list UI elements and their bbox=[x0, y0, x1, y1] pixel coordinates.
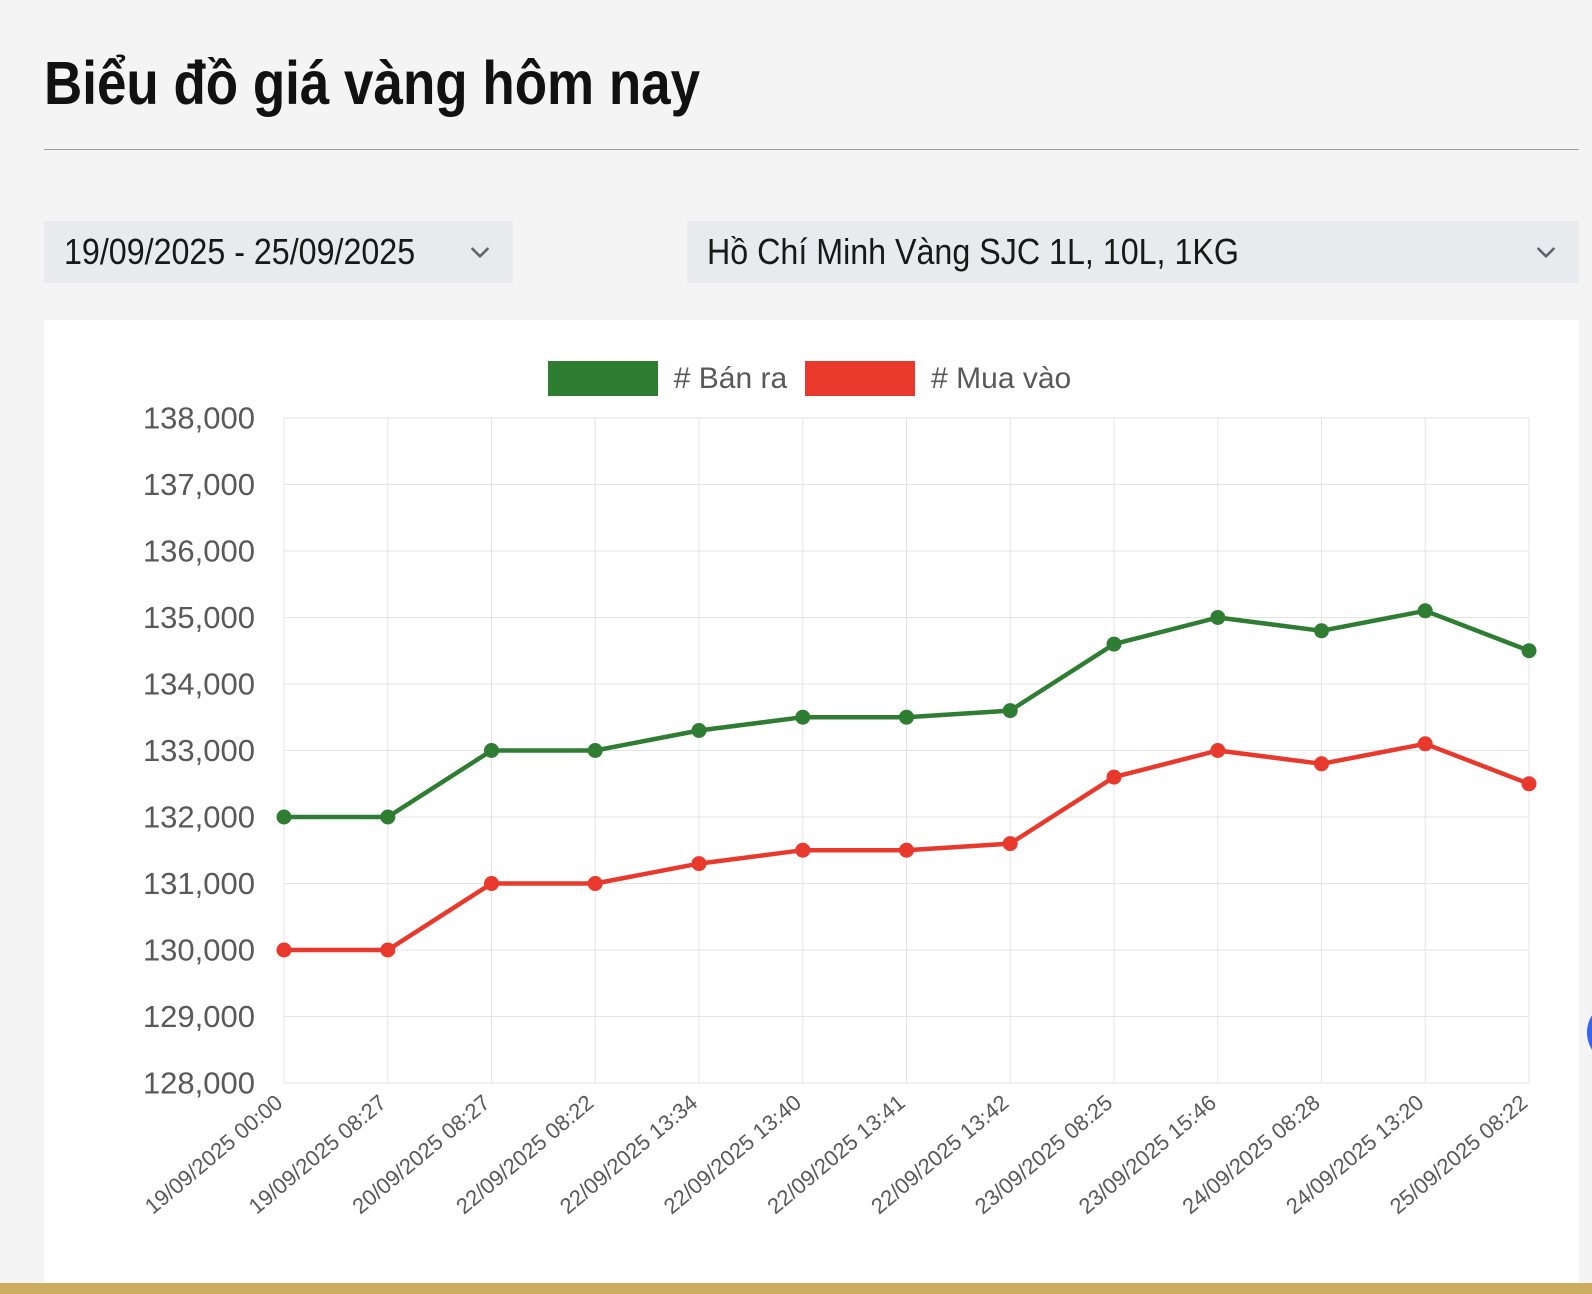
svg-text:129,000: 129,000 bbox=[143, 999, 255, 1034]
svg-text:134,000: 134,000 bbox=[143, 667, 255, 702]
svg-text:138,000: 138,000 bbox=[143, 401, 255, 436]
svg-text:131,000: 131,000 bbox=[143, 866, 255, 901]
svg-text:133,000: 133,000 bbox=[143, 733, 255, 768]
svg-text:135,000: 135,000 bbox=[143, 600, 255, 635]
svg-text:136,000: 136,000 bbox=[143, 534, 255, 569]
svg-text:132,000: 132,000 bbox=[143, 800, 255, 835]
svg-text:137,000: 137,000 bbox=[143, 467, 255, 502]
svg-text:128,000: 128,000 bbox=[143, 1066, 255, 1101]
svg-text:130,000: 130,000 bbox=[143, 933, 255, 968]
